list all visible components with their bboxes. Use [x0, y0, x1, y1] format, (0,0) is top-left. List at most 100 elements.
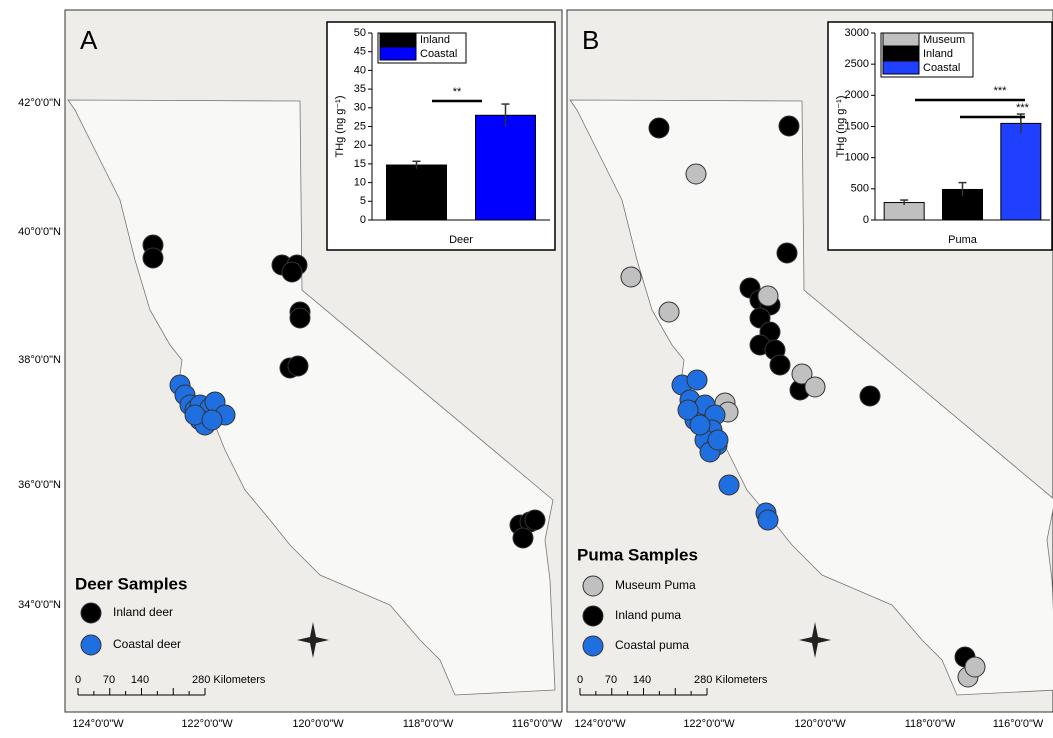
legend-swatch — [883, 47, 919, 60]
y-tick-label: 30 — [354, 102, 366, 114]
legend-label: Museum Puma — [615, 578, 696, 592]
panel-label: B — [582, 25, 599, 55]
sample-point — [770, 355, 790, 375]
legend-marker — [81, 635, 101, 655]
scale-label: 280 Kilometers — [192, 674, 266, 686]
y-tick-label: 2000 — [845, 89, 869, 101]
y-tick-label: 45 — [354, 46, 366, 58]
significance-label: ** — [453, 86, 462, 98]
sample-point — [513, 528, 533, 548]
sample-point — [758, 510, 778, 530]
sample-point — [288, 356, 308, 376]
sample-point — [143, 248, 163, 268]
y-tick-label: 0 — [360, 214, 366, 226]
lon-label: 120°0'0"W — [794, 718, 846, 730]
legend-label: Inland deer — [113, 605, 173, 619]
x-axis-label: Puma — [948, 234, 978, 246]
significance-label: *** — [1016, 102, 1030, 114]
legend-label: Inland puma — [615, 608, 681, 622]
scale-label: 70 — [605, 674, 617, 686]
legend-marker — [583, 636, 603, 656]
scale-label: 140 — [131, 674, 149, 686]
sample-point — [758, 286, 778, 306]
lat-label: 40°0'0"N — [18, 226, 61, 238]
bar — [1001, 123, 1041, 220]
legend-marker — [583, 576, 603, 596]
sample-point — [290, 308, 310, 328]
y-tick-label: 50 — [354, 27, 366, 39]
y-tick-label: 10 — [354, 177, 366, 189]
scale-label: 140 — [633, 674, 651, 686]
legend-title: Puma Samples — [577, 545, 698, 564]
y-tick-label: 5 — [360, 195, 366, 207]
y-axis-label: THg (ng g⁻¹) — [334, 95, 346, 157]
scale-label: 0 — [75, 674, 81, 686]
y-tick-label: 40 — [354, 64, 366, 76]
sample-point — [687, 370, 707, 390]
y-axis-label: THg (ng g⁻¹) — [835, 95, 847, 157]
figure: 42°0'0"N 40°0'0"N 38°0'0"N 36°0'0"N 34°0'0"N… — [0, 0, 1053, 733]
lon-label: 118°0'0"W — [403, 718, 454, 730]
significance-label: *** — [994, 85, 1008, 97]
sample-point — [805, 377, 825, 397]
legend-title: Deer Samples — [75, 574, 187, 593]
y-tick-label: 20 — [354, 139, 366, 151]
sample-point — [686, 164, 706, 184]
legend-label: Inland — [923, 48, 953, 60]
bar — [387, 165, 447, 220]
legend-swatch — [380, 47, 416, 60]
lat-label: 36°0'0"N — [18, 479, 61, 491]
sample-point — [719, 475, 739, 495]
y-tick-label: 2500 — [845, 58, 869, 70]
lon-label: 118°0'0"W — [905, 718, 956, 730]
panel-label: A — [80, 25, 98, 55]
sample-point — [525, 510, 545, 530]
y-tick-label: 25 — [354, 120, 366, 132]
y-tick-label: 3000 — [845, 27, 869, 39]
scale-label: 70 — [103, 674, 115, 686]
lon-label: 120°0'0"W — [292, 718, 344, 730]
sample-point — [860, 386, 880, 406]
scale-label: 0 — [577, 674, 583, 686]
legend-label: Coastal — [923, 62, 960, 74]
y-tick-label: 35 — [354, 83, 366, 95]
sample-point — [777, 243, 797, 263]
y-tick-label: 1500 — [845, 120, 869, 132]
lon-label: 122°0'0"W — [683, 718, 735, 730]
legend-label: Coastal puma — [615, 638, 689, 652]
sample-point — [649, 118, 669, 138]
legend-swatch — [883, 33, 919, 46]
legend-marker — [583, 606, 603, 626]
y-tick-label: 1000 — [845, 152, 869, 164]
sample-point — [708, 430, 728, 450]
legend-swatch — [380, 33, 416, 46]
legend-swatch — [883, 61, 919, 74]
sample-point — [659, 302, 679, 322]
y-tick-label: 15 — [354, 158, 366, 170]
lat-label: 34°0'0"N — [18, 599, 61, 611]
lon-label: 116°0'0"W — [512, 718, 563, 730]
bar — [476, 115, 536, 220]
lat-label: 38°0'0"N — [18, 354, 61, 366]
lon-label: 116°0'0"W — [993, 718, 1044, 730]
lon-label: 124°0'0"W — [574, 718, 626, 730]
y-tick-label: 500 — [851, 183, 869, 195]
sample-point — [690, 415, 710, 435]
lon-label: 122°0'0"W — [181, 718, 233, 730]
sample-point — [965, 657, 985, 677]
legend-label: Coastal — [420, 48, 457, 60]
legend-label: Coastal deer — [113, 637, 181, 651]
sample-point — [779, 116, 799, 136]
bar — [884, 203, 924, 220]
legend-label: Inland — [420, 34, 450, 46]
y-tick-label: 0 — [863, 214, 869, 226]
legend-label: Museum — [923, 34, 965, 46]
lon-label: 124°0'0"W — [72, 718, 124, 730]
sample-point — [621, 267, 641, 287]
lat-label: 42°0'0"N — [18, 97, 61, 109]
x-axis-label: Deer — [449, 234, 473, 246]
sample-point — [202, 410, 222, 430]
legend-marker — [81, 603, 101, 623]
scale-label: 280 Kilometers — [694, 674, 768, 686]
sample-point — [282, 262, 302, 282]
